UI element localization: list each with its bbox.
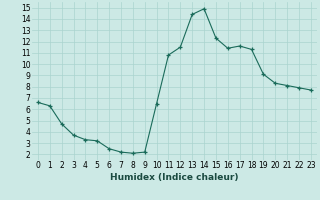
X-axis label: Humidex (Indice chaleur): Humidex (Indice chaleur): [110, 173, 239, 182]
